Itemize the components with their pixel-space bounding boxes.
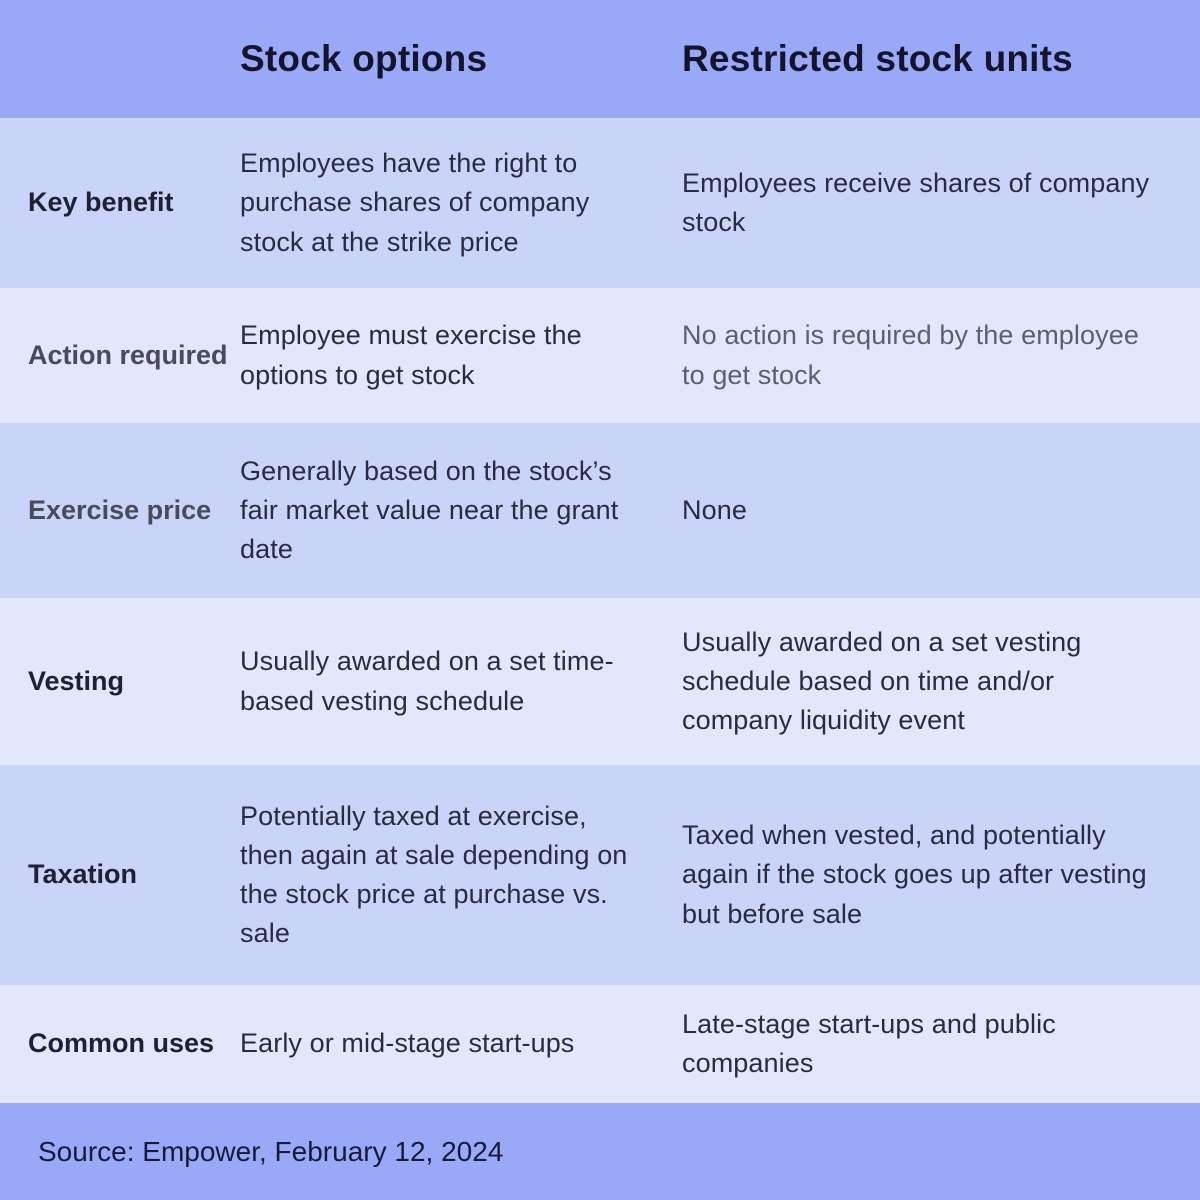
row-label-exercise-price: Exercise price	[28, 494, 212, 525]
cell-key-benefit-stock-options: Employees have the right to purchase sha…	[240, 148, 590, 257]
cell-vesting-rsu: Usually awarded on a set vesting schedul…	[682, 626, 1082, 736]
cell-taxation-stock-options: Potentially taxed at exercise, then agai…	[240, 800, 628, 949]
cell-key-benefit-rsu: Employees receive shares of company stoc…	[682, 167, 1150, 237]
cell-exercise-price-stock-options: Generally based on the stock’s fair mark…	[240, 455, 619, 565]
row-label-key-benefit: Key benefit	[28, 187, 174, 218]
column-header-restricted-stock-units: Restricted stock units	[682, 38, 1073, 79]
table-row-vesting: Vesting Usually awarded on a set time-ba…	[0, 598, 1200, 765]
table-row-taxation: Taxation Potentially taxed at exercise, …	[0, 765, 1200, 985]
cell-action-required-stock-options: Employee must exercise the options to ge…	[240, 320, 582, 390]
table-header-row: Stock options Restricted stock units	[0, 0, 1200, 118]
table-footer: Source: Empower, February 12, 2024	[0, 1103, 1200, 1200]
cell-common-uses-rsu: Late-stage start-ups and public companie…	[682, 1008, 1056, 1078]
row-label-vesting: Vesting	[28, 665, 125, 696]
table-row-key-benefit: Key benefit Employees have the right to …	[0, 118, 1200, 288]
row-label-action-required: Action required	[28, 339, 228, 370]
column-header-stock-options: Stock options	[240, 38, 488, 79]
row-label-taxation: Taxation	[28, 859, 138, 890]
cell-exercise-price-rsu: None	[682, 494, 747, 525]
row-label-common-uses: Common uses	[28, 1028, 215, 1059]
cell-taxation-rsu: Taxed when vested, and potentially again…	[682, 820, 1147, 929]
table-row-common-uses: Common uses Early or mid-stage start-ups…	[0, 985, 1200, 1103]
cell-common-uses-stock-options: Early or mid-stage start-ups	[240, 1028, 575, 1059]
source-attribution: Source: Empower, February 12, 2024	[38, 1135, 504, 1167]
cell-vesting-stock-options: Usually awarded on a set time-based vest…	[240, 646, 614, 716]
table-row-exercise-price: Exercise price Generally based on the st…	[0, 423, 1200, 598]
cell-action-required-rsu: No action is required by the employee to…	[682, 320, 1139, 390]
table-row-action-required: Action required Employee must exercise t…	[0, 288, 1200, 423]
